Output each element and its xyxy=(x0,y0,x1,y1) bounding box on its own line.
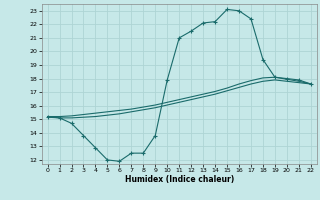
X-axis label: Humidex (Indice chaleur): Humidex (Indice chaleur) xyxy=(124,175,234,184)
